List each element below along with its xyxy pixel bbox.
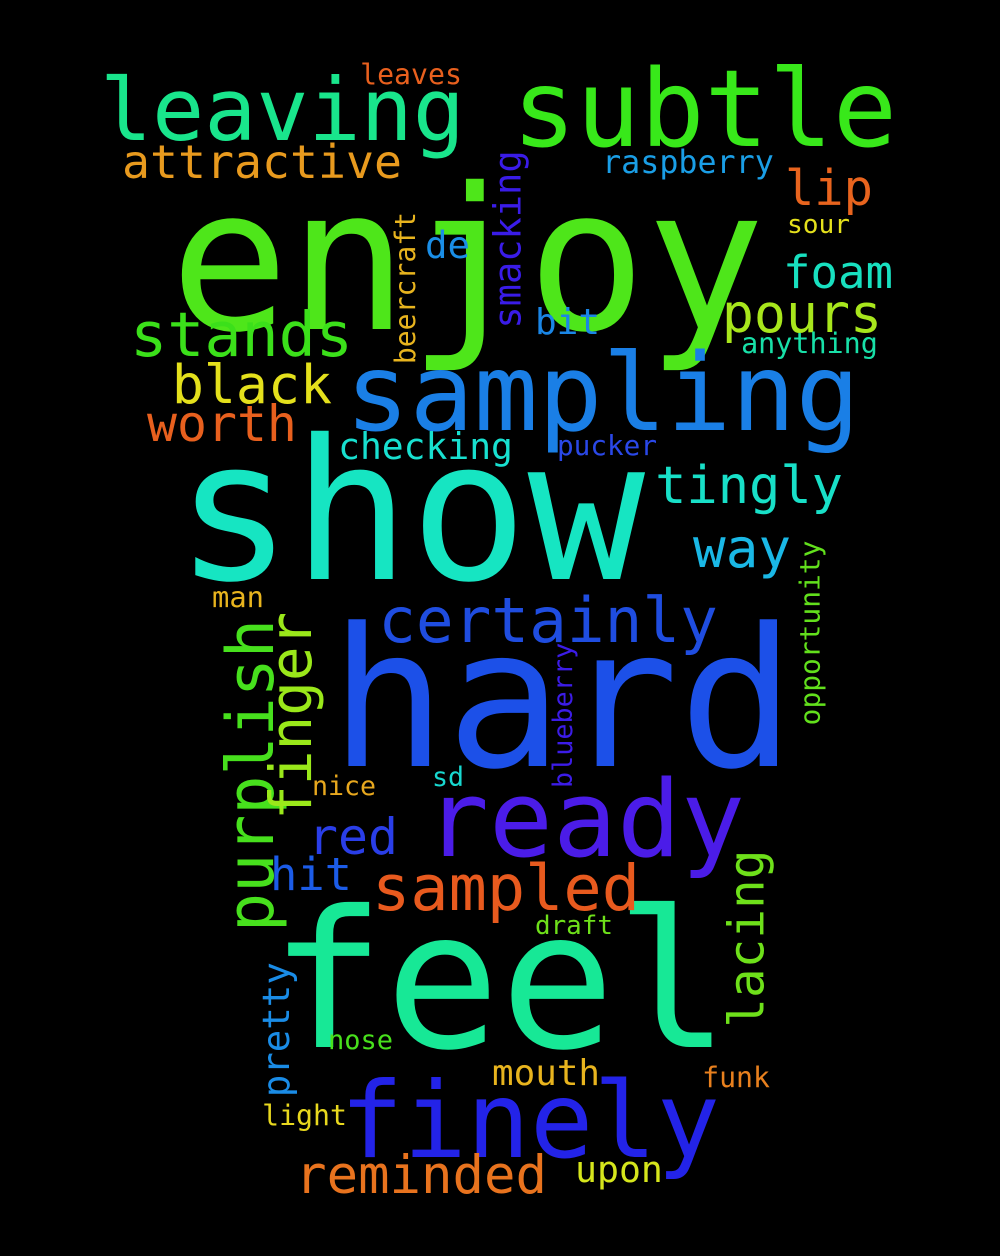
word-upon: upon xyxy=(575,1147,663,1191)
word-beercraft: beercraft xyxy=(389,211,423,365)
word-feel: feel xyxy=(270,871,730,1093)
word-hard: hard xyxy=(330,587,796,812)
word-hit: hit xyxy=(270,847,352,901)
word-leaves: leaves xyxy=(360,57,462,91)
word-enjoy: enjoy xyxy=(170,144,766,376)
word-checking: checking xyxy=(338,424,513,468)
word-lip: lip xyxy=(785,160,873,217)
word-way: way xyxy=(693,516,792,580)
word-bit: bit xyxy=(535,301,601,343)
word-certainly: certainly xyxy=(378,583,718,657)
word-reminded: reminded xyxy=(295,1144,547,1206)
word-sampling: sampling xyxy=(345,331,860,456)
word-black: black xyxy=(171,354,332,417)
word-de: de xyxy=(425,223,471,268)
word-pretty: pretty xyxy=(253,961,298,1098)
word-man: man xyxy=(212,579,265,614)
word-anything: anything xyxy=(741,326,878,360)
word-red: red xyxy=(308,807,398,866)
word-worth: worth xyxy=(147,395,297,454)
word-mouth: mouth xyxy=(492,1053,601,1094)
word-subtle: subtle xyxy=(512,47,898,172)
word-finely: finely xyxy=(340,1059,720,1183)
word-opportunity: opportunity xyxy=(793,540,826,725)
word-foam: foam xyxy=(783,245,894,299)
word-smacking: smacking xyxy=(486,149,530,329)
word-pours: pours xyxy=(721,283,882,346)
word-sd: sd xyxy=(432,762,465,794)
word-stands: stands xyxy=(130,299,353,372)
word-tingly: tingly xyxy=(655,455,843,516)
word-funk: funk xyxy=(702,1061,770,1095)
word-leaving: leaving xyxy=(100,60,465,161)
word-sour: sour xyxy=(787,210,851,241)
word-lacing: lacing xyxy=(717,850,776,1029)
word-nice: nice xyxy=(312,771,377,803)
word-light: light xyxy=(262,1099,347,1133)
word-blueberry: blueberry xyxy=(548,642,580,789)
word-show: show xyxy=(175,398,646,626)
word-raspberry: raspberry xyxy=(602,145,774,182)
word-sampled: sampled xyxy=(372,851,641,926)
word-attractive: attractive xyxy=(122,135,402,190)
word-ready: ready xyxy=(425,757,745,882)
word-draft: draft xyxy=(535,910,613,941)
word-nose: nose xyxy=(328,1025,394,1056)
word-pucker: pucker xyxy=(557,429,658,463)
